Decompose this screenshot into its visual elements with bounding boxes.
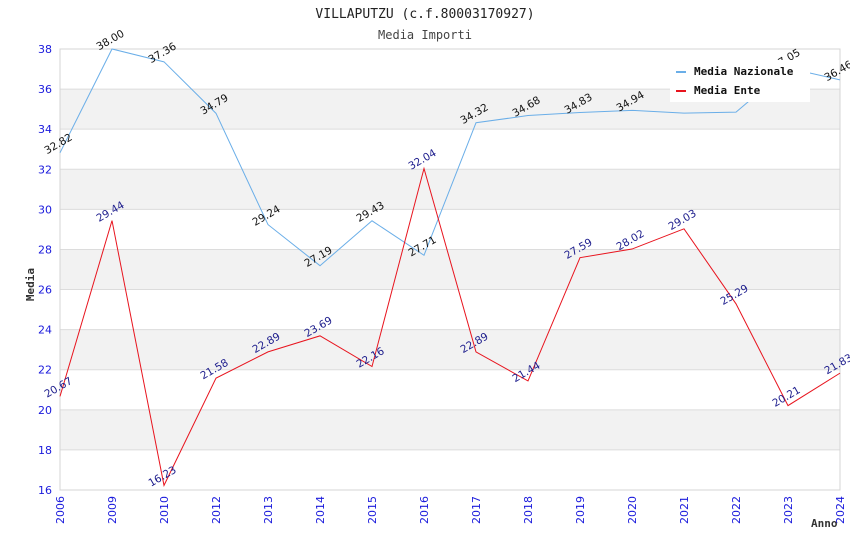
x-axis: 2006 2009 2010 2012 2013 2014 2015 2016 2017 2018…: [54, 496, 847, 524]
y-tick-label: 22: [38, 364, 52, 377]
data-label-ente: 32.04: [406, 147, 438, 173]
x-tick-label: 2020: [626, 496, 639, 524]
x-axis-label: Anno: [811, 517, 838, 530]
x-tick-label: 2014: [314, 496, 327, 524]
y-tick-label: 36: [38, 83, 52, 96]
x-tick-label: 2013: [262, 496, 275, 524]
series-line-media-ente: [59, 166, 841, 487]
x-tick-label: 2009: [106, 496, 119, 524]
y-tick-label: 38: [38, 43, 52, 56]
y-tick-label: 24: [38, 324, 52, 337]
data-label-ente: 16.23: [146, 464, 178, 489]
grid-band: [60, 409, 840, 450]
legend-swatch-media-nazionale: [676, 71, 686, 73]
series-line-media-nazionale: [59, 48, 841, 267]
data-label-nazionale: 37.36: [146, 40, 178, 66]
grid-bands: [60, 89, 840, 450]
data-label-ente: 20.21: [770, 384, 802, 409]
grid-band: [60, 249, 840, 290]
legend-box: [670, 60, 810, 102]
legend-swatch-media-ente: [676, 90, 686, 92]
data-label-ente: 20.67: [42, 375, 74, 400]
grid-band: [60, 329, 840, 370]
data-label-nazionale: 36.46: [822, 58, 850, 84]
y-axis-label: Media: [24, 268, 37, 301]
y-tick-label: 26: [38, 284, 52, 297]
y-tick-label: 20: [38, 404, 52, 417]
x-tick-label: 2017: [470, 496, 483, 524]
legend-label-media-nazionale: Media Nazionale: [694, 65, 794, 78]
y-tick-label: 34: [38, 123, 52, 136]
y-axis: 16 18 20 22 24 26 28 30 32 34 36 38: [38, 43, 52, 497]
x-tick-label: 2019: [574, 496, 587, 524]
x-tick-label: 2022: [730, 496, 743, 524]
y-tick-label: 28: [38, 243, 52, 256]
legend-label-media-ente: Media Ente: [694, 84, 761, 97]
chart-title: VILLAPUTZU (c.f.80003170927): [315, 7, 534, 22]
plot-frame: [59, 48, 841, 491]
x-tick-label: 2021: [678, 496, 691, 524]
chart-subtitle: Media Importi: [378, 28, 472, 42]
x-tick-label: 2016: [418, 496, 431, 524]
y-tick-label: 30: [38, 203, 52, 216]
x-tick-label: 2012: [210, 496, 223, 524]
legend: Media Nazionale Media Ente: [670, 60, 810, 102]
y-tick-label: 16: [38, 484, 52, 497]
x-tick-label: 2015: [366, 496, 379, 524]
x-tick-label: 2024: [834, 496, 847, 524]
y-tick-label: 18: [38, 444, 52, 457]
x-tick-label: 2018: [522, 496, 535, 524]
x-tick-label: 2006: [54, 496, 67, 524]
x-tick-label: 2010: [158, 496, 171, 524]
y-tick-label: 32: [38, 163, 52, 176]
series-lines: [59, 48, 841, 487]
x-tick-label: 2023: [782, 496, 795, 524]
